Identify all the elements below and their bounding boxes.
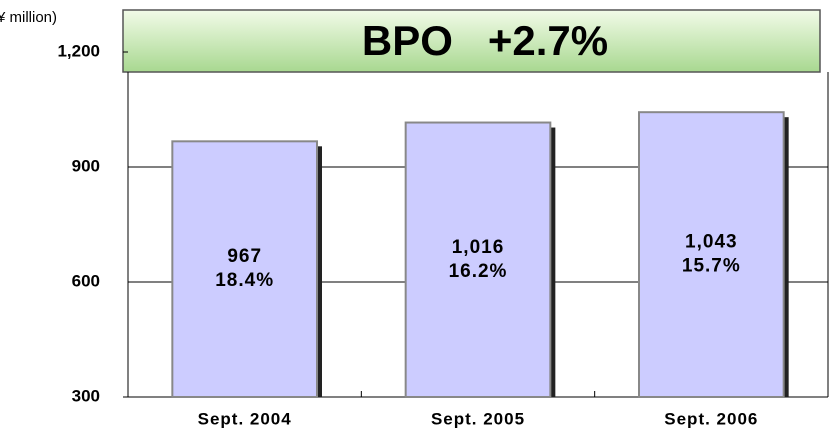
- growth-label: 18.4%: [215, 270, 274, 291]
- growth-label: 15.7%: [682, 256, 741, 277]
- y-tick-label: 900: [72, 156, 100, 175]
- bar: [638, 111, 785, 399]
- value-label: 1,016: [452, 237, 505, 258]
- bar: [404, 121, 552, 399]
- y-tick-label: 600: [72, 271, 100, 290]
- value-label: 967: [227, 246, 262, 267]
- y-unit: (¥ million): [0, 9, 57, 26]
- x-tick-label: Sept. 2004: [198, 409, 292, 428]
- bar: [171, 140, 318, 398]
- y-tick-label: 300: [72, 386, 100, 405]
- chart-title: BPO +2.7%: [362, 17, 608, 64]
- x-tick-label: Sept. 2006: [664, 409, 758, 428]
- y-tick-label: 1,200: [57, 41, 100, 60]
- value-label: 1,043: [685, 232, 738, 253]
- growth-label: 16.2%: [449, 261, 508, 282]
- title-box: [122, 9, 821, 73]
- x-tick-label: Sept. 2005: [431, 409, 525, 428]
